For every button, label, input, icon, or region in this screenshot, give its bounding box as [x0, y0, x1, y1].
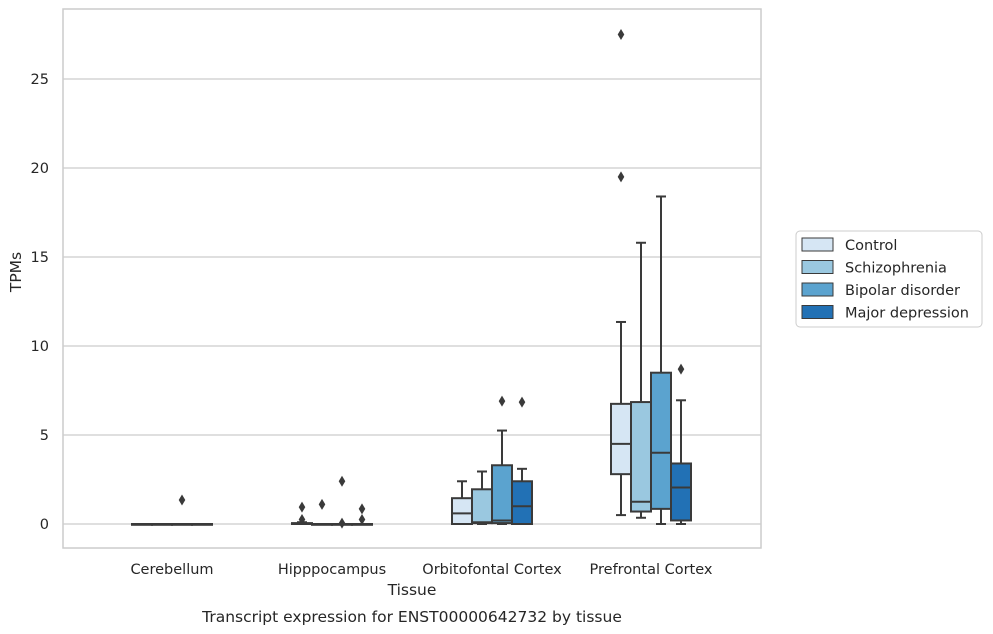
outlier-point — [617, 171, 625, 183]
outlier-point — [178, 494, 186, 506]
x-tick-labels: Cerebellum Hipppocampus Orbitofontal Corte… — [130, 562, 712, 578]
x-tick-label: Orbitofontal Cortex — [422, 562, 562, 578]
y-tick-label: 5 — [40, 428, 49, 444]
outlier-point — [518, 396, 526, 408]
box-control — [131, 523, 153, 526]
box — [451, 497, 473, 526]
legend-swatch — [801, 282, 834, 297]
box-bipolar-disorder — [171, 494, 193, 526]
y-tick-label: 10 — [31, 339, 49, 355]
legend-label: Major depression — [845, 306, 969, 322]
legend-label: Control — [845, 238, 897, 254]
box — [630, 401, 652, 513]
gridlines — [63, 78, 761, 525]
outlier-point — [498, 395, 506, 407]
legend-swatch — [801, 237, 834, 252]
x-tick-label: Cerebellum — [130, 562, 213, 578]
box-schizophrenia — [311, 498, 333, 526]
box-bipolar-disorder — [331, 475, 353, 529]
legend-swatch — [801, 260, 834, 274]
box-schizophrenia — [471, 470, 493, 525]
outlier-point — [298, 514, 306, 526]
outlier-point — [338, 517, 346, 529]
box — [491, 464, 513, 525]
box-major-depression — [511, 396, 533, 525]
outlier-point — [358, 503, 366, 515]
y-tick-label: 25 — [31, 72, 49, 88]
legend-label: Schizophrenia — [845, 261, 947, 277]
legend-label: Bipolar disorder — [845, 283, 960, 299]
box — [670, 462, 692, 522]
x-axis-label: Tissue — [387, 581, 437, 599]
legend-swatch — [801, 305, 834, 319]
x-tick-label: Prefrontal Cortex — [590, 562, 713, 578]
y-tick-labels: 0 5 10 15 20 25 — [31, 72, 49, 533]
outlier-point — [318, 498, 326, 510]
box — [650, 371, 672, 510]
y-tick-label: 15 — [31, 250, 49, 266]
chart-caption: Transcript expression for ENST0000064273… — [201, 608, 622, 626]
outlier-point — [677, 363, 685, 375]
y-tick-label: 20 — [31, 161, 49, 177]
y-axis-label: TPMs — [7, 252, 25, 293]
box-control — [610, 29, 632, 517]
box-schizophrenia — [151, 523, 173, 526]
box-control — [291, 501, 313, 526]
box — [610, 402, 632, 476]
outlier-point — [617, 29, 625, 40]
box-bipolar-disorder — [650, 195, 672, 525]
outlier-point — [358, 514, 366, 526]
box-major-depression — [351, 503, 373, 526]
box-control — [451, 480, 473, 526]
box-plots — [131, 29, 692, 529]
box-major-depression — [670, 363, 692, 525]
legend: Control Schizophrenia Bipolar disorder Majo… — [795, 230, 983, 328]
box — [511, 480, 533, 525]
plot-area-frame — [62, 8, 762, 549]
x-tick-label: Hipppocampus — [278, 562, 386, 578]
box-bipolar-disorder — [491, 395, 513, 525]
y-tick-label: 0 — [40, 517, 49, 533]
outlier-point — [298, 501, 306, 513]
legend-frame — [795, 230, 983, 328]
outlier-point — [338, 475, 346, 487]
box-schizophrenia — [630, 241, 652, 519]
box — [471, 488, 493, 525]
box-major-depression — [191, 523, 213, 526]
